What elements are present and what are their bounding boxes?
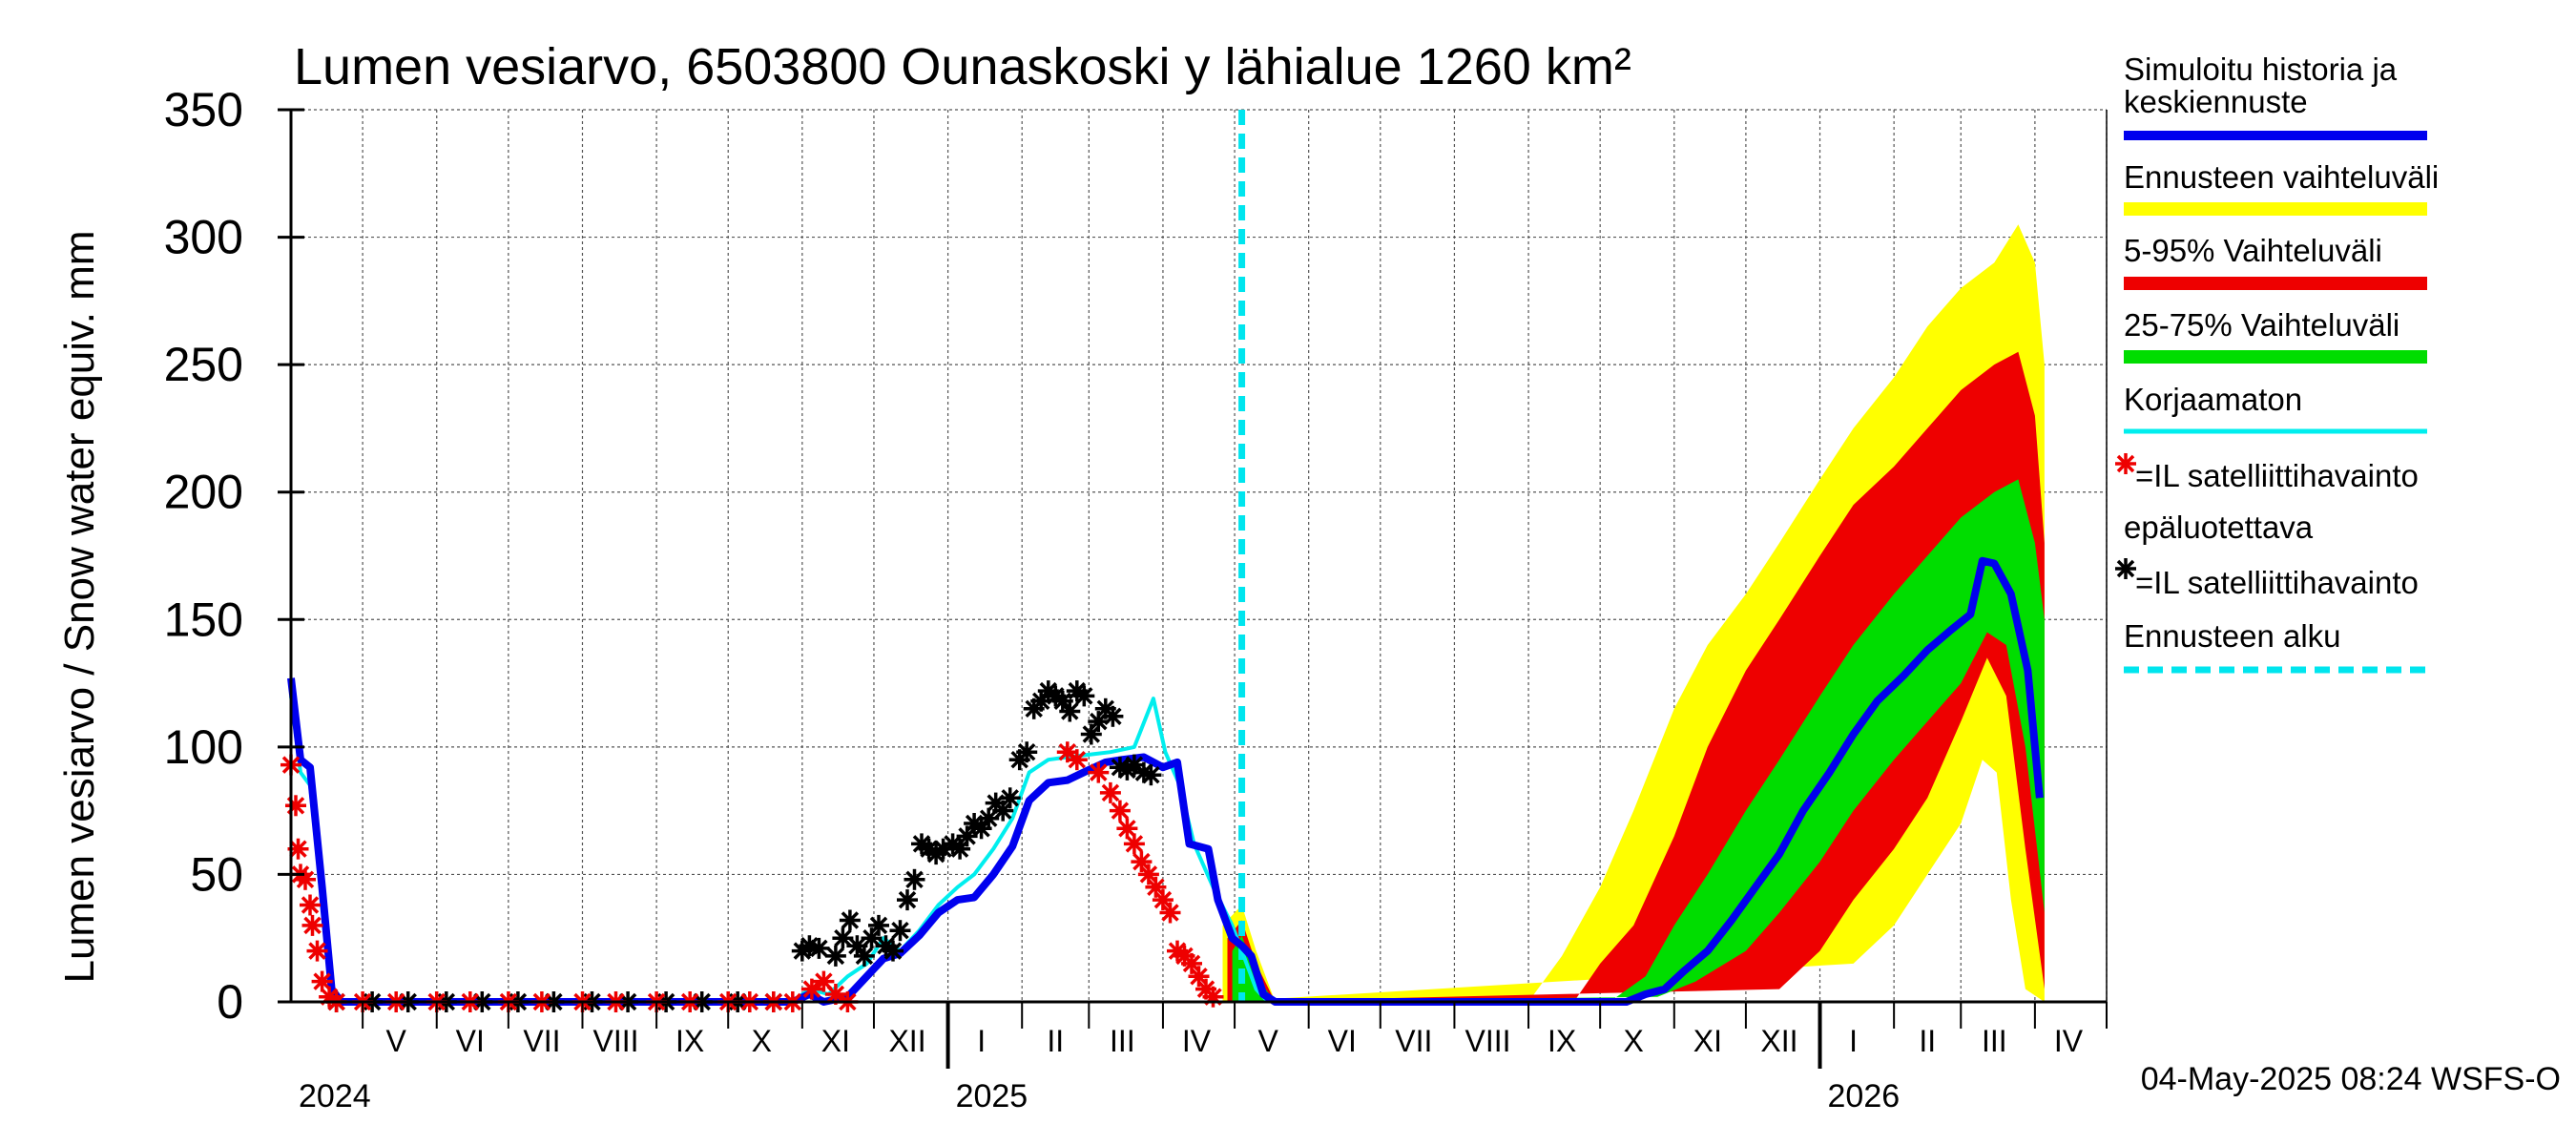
legend-band-5-95-text: 5-95% Vaihteluväli [2124, 233, 2382, 268]
sat-observation-point [1102, 705, 1124, 727]
y-tick-label: 150 [164, 593, 243, 646]
x-month-label: IX [675, 1024, 704, 1058]
sat-unreliable-point [1088, 761, 1110, 783]
sat-unreliable-point [311, 970, 333, 992]
x-month-label: III [1110, 1024, 1135, 1058]
sat-unreliable-point [1202, 986, 1224, 1008]
x-month-label: VII [1395, 1024, 1432, 1058]
sat-observation-point [1123, 754, 1145, 776]
axes [278, 108, 2108, 1069]
x-month-label: X [1624, 1024, 1644, 1058]
x-month-label: VIII [1465, 1024, 1510, 1058]
x-month-label: X [752, 1024, 772, 1058]
x-year-label: 2024 [299, 1078, 371, 1114]
legend-band-25-75-text: 25-75% Vaihteluväli [2124, 307, 2399, 343]
x-month-label: II [1919, 1024, 1936, 1058]
band-5-95 [1227, 351, 2045, 1002]
legend-sat-unreliable-marker [2115, 453, 2136, 474]
sat-observation-point [1059, 700, 1081, 722]
y-tick-label: 350 [164, 83, 243, 136]
sat-unreliable-point [1116, 818, 1138, 840]
sat-unreliable-point [1159, 902, 1181, 924]
y-tick-label: 200 [164, 466, 243, 519]
sat-observation-point [1016, 741, 1038, 763]
sat-observation-point [1080, 723, 1102, 745]
sat-unreliable-point [285, 795, 306, 817]
sat-unreliable-point [800, 978, 822, 1000]
sat-unreliable-point [295, 868, 316, 890]
x-month-label: I [1849, 1024, 1858, 1058]
legend-forecast-start-text: Ennusteen alku [2124, 618, 2341, 654]
legend-sat-observation-text: =IL satelliittihavainto [2135, 565, 2419, 600]
x-month-label: XII [888, 1024, 925, 1058]
sat-observation-point [992, 800, 1014, 822]
sat-observation-point [889, 920, 911, 942]
legend-sat-unreliable-text-1: =IL satelliittihavainto [2135, 458, 2419, 493]
legend-uncorrected-text: Korjaamaton [2124, 382, 2302, 417]
legend-simulated-text-1: Simuloitu historia ja [2124, 52, 2398, 87]
forecast-bands [1222, 224, 2045, 1002]
sat-observation-point [808, 937, 830, 959]
x-month-label: VIII [593, 1024, 639, 1058]
x-month-label: IV [2054, 1024, 2084, 1058]
y-tick-label: 0 [217, 975, 243, 1029]
x-year-label: 2026 [1828, 1078, 1901, 1114]
x-month-label: IV [1182, 1024, 1212, 1058]
x-month-label: XI [1693, 1024, 1722, 1058]
footer-timestamp: 04-May-2025 08:24 WSFS-O [2141, 1061, 2561, 1097]
y-tick-label: 250 [164, 338, 243, 391]
y-tick-label: 300 [164, 211, 243, 264]
legend-sat-unreliable-text-2: epäluotettava [2124, 510, 2314, 545]
sat-observation-point [999, 787, 1021, 809]
sat-observation-point [824, 945, 846, 967]
x-month-label: XII [1760, 1024, 1797, 1058]
sat-unreliable-point [1131, 851, 1153, 873]
x-month-label: V [1257, 1024, 1278, 1058]
sat-observation-point [1140, 764, 1162, 786]
sat-observation-point [1073, 685, 1095, 707]
x-month-label: VII [523, 1024, 560, 1058]
sat-unreliable-point [306, 940, 328, 962]
x-month-label: III [1982, 1024, 2007, 1058]
sat-unreliable-point [1188, 966, 1210, 988]
x-month-label: II [1047, 1024, 1064, 1058]
series-uncorrected-line [289, 696, 1270, 1004]
legend-band-full-text: Ennusteen vaihteluväli [2124, 159, 2439, 195]
x-year-label: 2025 [956, 1078, 1028, 1114]
sat-unreliable-point [1066, 749, 1088, 771]
legend-sat-observation-marker [2115, 558, 2136, 579]
legend-simulated-text-2: keskiennuste [2124, 84, 2308, 119]
sat-observation-point [839, 909, 861, 931]
sat-observation-point [904, 868, 925, 890]
x-tick-labels: V VI VII VIII IX X XI XII I II III IV V VI VII VIII IX X X… [299, 1024, 2084, 1114]
sat-unreliable-point [301, 914, 323, 936]
y-axis-label: Lumen vesiarvo / Snow water equiv. mm [56, 230, 103, 983]
x-month-label: VI [456, 1024, 485, 1058]
x-month-label: IX [1548, 1024, 1576, 1058]
chart-title: Lumen vesiarvo, 6503800 Ounaskoski y läh… [294, 38, 1631, 95]
x-month-label: XI [821, 1024, 850, 1058]
sat-observation-point [868, 914, 889, 936]
satellite-markers [280, 680, 1224, 1012]
sat-unreliable-point [1109, 800, 1131, 822]
x-month-label: I [977, 1024, 986, 1058]
sat-observation-point [932, 838, 954, 860]
sat-unreliable-point [1123, 833, 1145, 855]
y-tick-label: 100 [164, 720, 243, 774]
sat-unreliable-point [300, 894, 321, 916]
series-simulated-line [287, 556, 2044, 1006]
sat-observation-point [883, 940, 904, 962]
legend: Simuloitu historia ja keskiennuste Ennus… [2115, 52, 2439, 674]
band-25-75 [1232, 479, 2045, 1002]
y-tick-labels: 0 50 100 150 200 250 300 350 [164, 83, 243, 1029]
y-tick-label: 50 [190, 847, 243, 901]
x-month-label: VI [1328, 1024, 1357, 1058]
sat-unreliable-point [1099, 781, 1121, 803]
x-month-label: V [386, 1024, 407, 1058]
sat-observation-point [897, 889, 918, 911]
sat-observation-point [853, 945, 875, 967]
